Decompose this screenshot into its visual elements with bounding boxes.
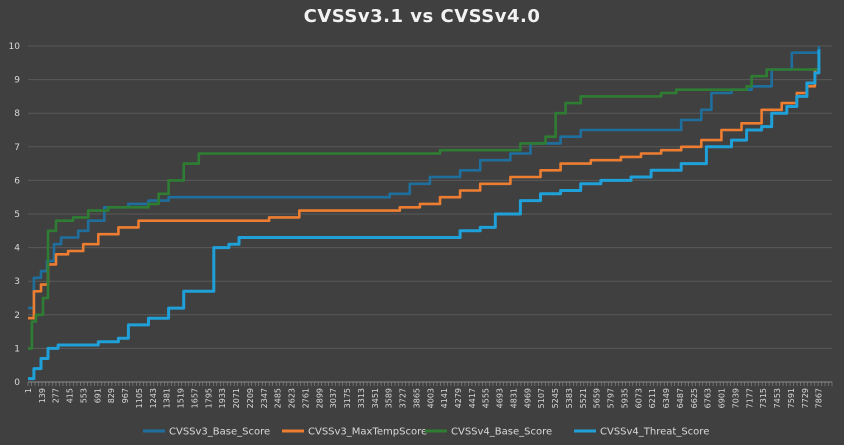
y-tick-label: 3 xyxy=(14,277,20,287)
y-tick-label: 5 xyxy=(14,210,20,220)
x-tick-label: 6625 xyxy=(690,388,699,408)
x-tick-label: 967 xyxy=(121,388,130,403)
x-tick-label: 7729 xyxy=(801,388,810,408)
x-tick-label: 4003 xyxy=(426,388,435,408)
series-line-cvssv3-maxtempscore xyxy=(28,66,821,320)
series-line-cvssv4-threat-score xyxy=(28,49,821,381)
y-tick-label: 10 xyxy=(9,42,21,52)
x-tick-label: 1 xyxy=(24,388,33,393)
legend-label: CVSSv3_Base_Score xyxy=(169,427,270,438)
x-tick-label: 2899 xyxy=(315,388,324,408)
x-tick-label: 1105 xyxy=(135,388,144,408)
y-tick-label: 4 xyxy=(14,244,20,254)
x-tick-label: 277 xyxy=(52,388,61,403)
x-tick-label: 691 xyxy=(93,388,102,403)
x-tick-label: 4141 xyxy=(440,388,449,408)
x-tick-label: 2761 xyxy=(301,388,310,408)
x-tick-label: 4555 xyxy=(482,388,491,408)
x-tick-label: 553 xyxy=(79,388,88,403)
x-tick-label: 2347 xyxy=(260,388,269,408)
x-tick-label: 5521 xyxy=(579,388,588,408)
x-tick-label: 4969 xyxy=(523,388,532,408)
x-tick-label: 5245 xyxy=(551,388,560,408)
x-tick-label: 4417 xyxy=(468,388,477,408)
x-tick-label: 6349 xyxy=(662,388,671,408)
legend-label: CVSSv4_Base_Score xyxy=(451,427,552,438)
x-tick-label: 4831 xyxy=(509,388,518,408)
x-tick-label: 2623 xyxy=(288,388,297,408)
x-tick-label: 7177 xyxy=(745,388,754,408)
x-tick-label: 3037 xyxy=(329,388,338,408)
x-tick-label: 3451 xyxy=(371,388,380,408)
x-tick-label: 5383 xyxy=(565,388,574,408)
x-tick-label: 6073 xyxy=(634,388,643,408)
legend-label: CVSSv4_Threat_Score xyxy=(600,427,709,438)
x-tick-label: 4693 xyxy=(496,388,505,408)
x-tick-label: 6211 xyxy=(648,388,657,408)
x-tick-label: 3313 xyxy=(357,388,366,408)
x-tick-label: 1933 xyxy=(218,388,227,408)
y-tick-label: 7 xyxy=(14,143,20,153)
y-tick-label: 2 xyxy=(14,311,20,321)
x-tick-label: 6487 xyxy=(676,388,685,408)
x-tick-label: 3865 xyxy=(412,388,421,408)
x-tick-label: 1795 xyxy=(204,388,213,408)
x-tick-label: 6901 xyxy=(718,388,727,408)
x-tick-label: 3589 xyxy=(385,388,394,408)
x-tick-label: 829 xyxy=(107,388,116,403)
x-tick-label: 2485 xyxy=(274,388,283,408)
x-tick-label: 5935 xyxy=(620,388,629,408)
chart-title: CVSSv3.1 vs CVSSv4.0 xyxy=(303,6,541,27)
x-tick-label: 1519 xyxy=(177,388,186,408)
legend: CVSSv3_Base_Score CVSSv3_MaxTempScore CVSS… xyxy=(143,427,709,438)
x-tick-label: 2071 xyxy=(232,388,241,408)
x-tick-label: 5797 xyxy=(607,388,616,408)
y-tick-label: 8 xyxy=(14,109,20,119)
x-tick-label: 1243 xyxy=(149,388,158,408)
series-line-cvssv3-base-score xyxy=(28,46,821,310)
x-tick-label: 139 xyxy=(38,388,47,403)
y-tick-label: 1 xyxy=(14,344,20,354)
x-tick-label: 7315 xyxy=(759,388,768,408)
x-tick-label: 7039 xyxy=(731,388,740,408)
x-tick-label: 1657 xyxy=(190,388,199,408)
x-tick-label: 1381 xyxy=(163,388,172,408)
x-tick-label: 2209 xyxy=(246,388,255,408)
x-tick-label: 6763 xyxy=(704,388,713,408)
x-tick-label: 4279 xyxy=(454,388,463,408)
series-line-cvssv4-base-score xyxy=(28,59,821,350)
x-tick-label: 7591 xyxy=(787,388,796,408)
x-tick-label: 5659 xyxy=(593,388,602,408)
x-tick-label: 7867 xyxy=(815,388,824,408)
x-tick-label: 7453 xyxy=(773,388,782,408)
y-tick-label: 9 xyxy=(14,76,20,86)
series-lines xyxy=(28,46,821,381)
x-tick-label: 5107 xyxy=(537,388,546,408)
x-tick-label: 3727 xyxy=(399,388,408,408)
x-tick-label: 3175 xyxy=(343,388,352,408)
y-tick-label: 0 xyxy=(14,378,20,388)
y-tick-label: 6 xyxy=(14,176,20,186)
x-tick-label: 415 xyxy=(66,388,75,403)
legend-label: CVSSv3_MaxTempScore xyxy=(308,427,427,438)
